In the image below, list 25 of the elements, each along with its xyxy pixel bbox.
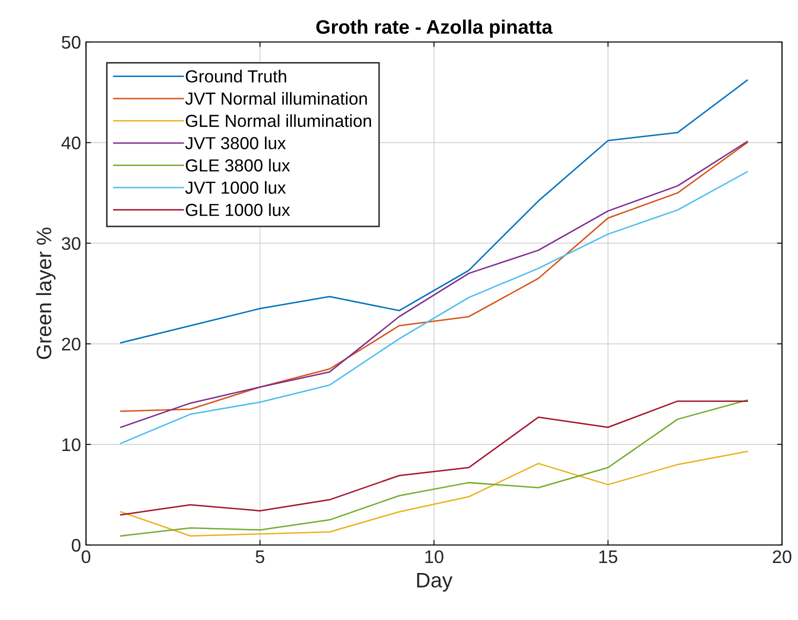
legend-label: JVT 3800 lux — [185, 136, 286, 150]
y-tick-label: 40 — [61, 136, 80, 150]
x-tick-label: 10 — [425, 550, 444, 564]
y-axis-title: Green layer % — [36, 228, 56, 360]
y-tick-label: 10 — [62, 438, 80, 452]
line-series — [120, 399, 748, 537]
y-tick-label: 50 — [62, 36, 80, 49]
legend-label: Ground Truth — [186, 70, 286, 83]
x-tick-label: 20 — [772, 550, 792, 564]
line-series — [120, 450, 748, 537]
y-tick-label: 30 — [62, 237, 80, 250]
x-axis-title: Day — [417, 573, 452, 592]
x-tick-label: 5 — [256, 550, 264, 564]
legend-label: GLE 1000 lux — [186, 203, 290, 216]
line-series — [120, 400, 748, 516]
legend-label: GLE 3800 lux — [186, 158, 290, 172]
y-tick-label: 20 — [62, 338, 80, 351]
x-tick-label: 15 — [599, 550, 618, 564]
line-series — [120, 171, 748, 444]
x-tick-label: 0 — [82, 550, 90, 564]
legend-label: JVT 1000 lux — [185, 181, 286, 194]
y-tick-label: 0 — [72, 538, 80, 552]
chart-title: Groth rate - Azolla pinatta — [316, 20, 553, 38]
legend-label: GLE Normal illumination — [186, 114, 372, 128]
legend-label: JVT Normal illumination — [185, 92, 367, 105]
